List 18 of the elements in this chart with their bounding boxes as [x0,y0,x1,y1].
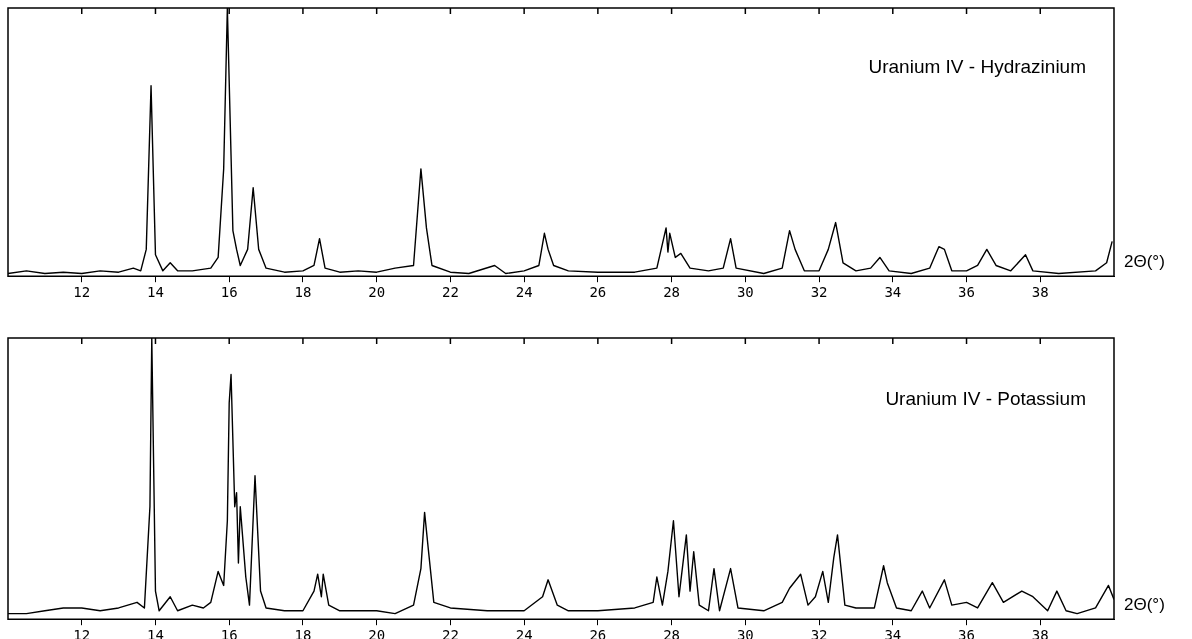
x-tick-label: 22 [441,284,459,301]
x-axis-title: 2Θ(°) [1124,251,1165,271]
x-tick-label: 38 [1031,284,1049,301]
x-tick-label: 26 [589,284,607,301]
x-tick-label: 16 [220,284,238,301]
annotation: Uranium IV - Potassium [885,388,1086,410]
x-tick-label: 32 [810,284,828,301]
x-tick-label: 24 [515,284,533,301]
x-tick-label: 28 [663,284,681,301]
x-tick-label: 20 [368,284,386,301]
x-tick-label: 12 [73,284,91,301]
x-axis-title: 2Θ(°) [1124,594,1165,614]
x-tick-label: 14 [147,284,164,301]
x-tick-label: 34 [884,284,902,301]
x-tick-label: 36 [958,284,975,301]
annotation: Uranium IV - Hydrazinium [868,56,1086,78]
x-tick-label: 18 [294,284,312,301]
x-tick-label: 30 [736,284,754,301]
